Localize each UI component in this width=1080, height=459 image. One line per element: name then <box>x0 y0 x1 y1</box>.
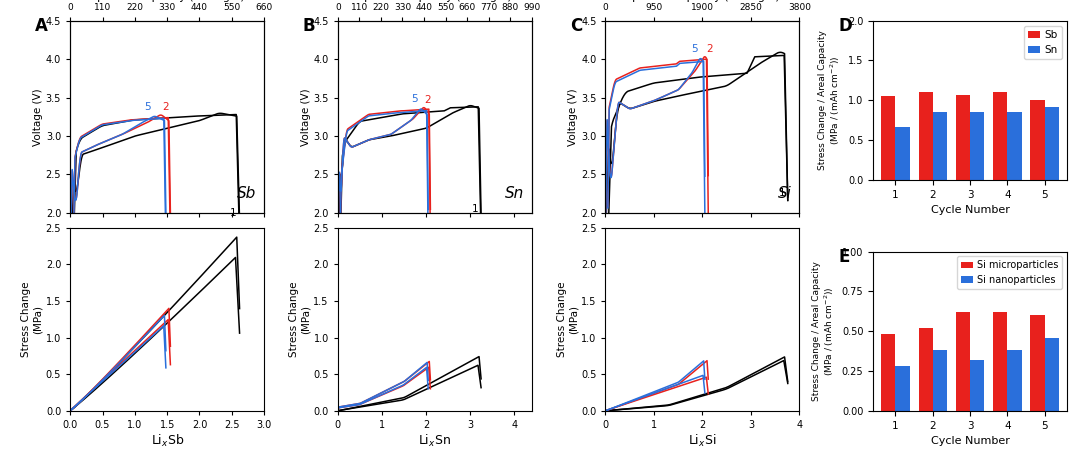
Bar <box>1008 112 1022 180</box>
Bar <box>919 92 933 180</box>
Bar <box>933 350 947 411</box>
X-axis label: Specific Capacity (mAh g⁻¹): Specific Capacity (mAh g⁻¹) <box>357 0 512 2</box>
Text: Sb: Sb <box>238 186 256 202</box>
Legend: Si microparticles, Si nanoparticles: Si microparticles, Si nanoparticles <box>958 257 1062 289</box>
Text: B: B <box>302 17 315 35</box>
Y-axis label: Stress Change
(MPa): Stress Change (MPa) <box>22 281 43 357</box>
Text: A: A <box>36 17 49 35</box>
Bar <box>994 312 1008 411</box>
Y-axis label: Voltage (V): Voltage (V) <box>568 88 578 146</box>
Text: 2: 2 <box>706 44 713 54</box>
Y-axis label: Stress Change / Areal Capacity
(MPa / (mAh cm$^{-2}$)): Stress Change / Areal Capacity (MPa / (m… <box>818 30 842 170</box>
Text: C: C <box>570 17 583 35</box>
Text: 1: 1 <box>230 208 237 218</box>
Text: D: D <box>838 17 852 35</box>
Bar <box>933 112 947 180</box>
Bar <box>956 312 970 411</box>
Bar <box>970 360 984 411</box>
Bar <box>1030 100 1044 180</box>
Text: 1: 1 <box>779 188 785 198</box>
Text: 5: 5 <box>691 44 698 54</box>
Bar <box>956 95 970 180</box>
X-axis label: Cycle Number: Cycle Number <box>931 436 1010 446</box>
Bar <box>881 334 895 411</box>
Y-axis label: Stress Change / Areal Capacity
(MPa / (mAh cm$^{-2}$)): Stress Change / Areal Capacity (MPa / (m… <box>812 261 836 401</box>
Y-axis label: Voltage (V): Voltage (V) <box>32 88 43 146</box>
Text: Sn: Sn <box>504 186 524 202</box>
Bar <box>895 127 909 180</box>
Bar <box>919 328 933 411</box>
Bar <box>1044 337 1058 411</box>
Text: 5: 5 <box>411 95 418 105</box>
X-axis label: Cycle Number: Cycle Number <box>931 205 1010 215</box>
Y-axis label: Voltage (V): Voltage (V) <box>300 88 311 146</box>
X-axis label: Li$_x$Sn: Li$_x$Sn <box>418 433 451 449</box>
Text: Si: Si <box>778 186 792 202</box>
Y-axis label: Stress Change
(MPa): Stress Change (MPa) <box>556 281 578 357</box>
Bar <box>970 112 984 180</box>
Bar <box>895 366 909 411</box>
Bar <box>1044 106 1058 180</box>
Bar <box>1030 315 1044 411</box>
Legend: Sb, Sn: Sb, Sn <box>1024 26 1062 59</box>
Bar <box>881 96 895 180</box>
Text: 2: 2 <box>162 102 168 112</box>
Text: 5: 5 <box>145 102 151 112</box>
X-axis label: Li$_x$Si: Li$_x$Si <box>688 433 717 449</box>
Bar <box>994 92 1008 180</box>
Bar <box>1008 350 1022 411</box>
Y-axis label: Stress Change
(MPa): Stress Change (MPa) <box>289 281 311 357</box>
Text: 1: 1 <box>472 204 478 214</box>
Text: E: E <box>838 248 850 266</box>
X-axis label: Specific Capacity (mAh g⁻¹): Specific Capacity (mAh g⁻¹) <box>625 0 780 2</box>
Text: 2: 2 <box>424 95 431 105</box>
X-axis label: Specific Capacity (mAh g⁻¹): Specific Capacity (mAh g⁻¹) <box>90 0 244 2</box>
X-axis label: Li$_x$Sb: Li$_x$Sb <box>150 433 184 449</box>
